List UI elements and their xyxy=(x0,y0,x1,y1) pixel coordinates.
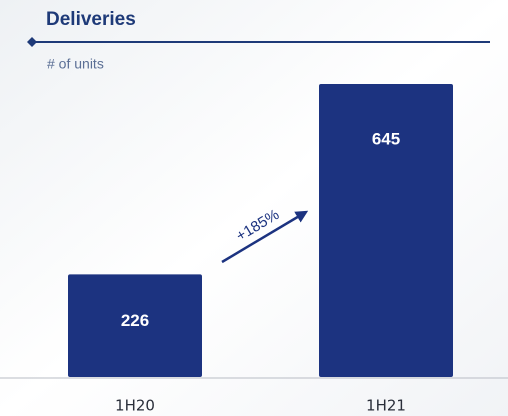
chart-title: Deliveries xyxy=(46,9,136,30)
x-tick-label: 1H21 xyxy=(366,397,406,415)
growth-arrow xyxy=(221,210,309,264)
bar xyxy=(319,84,453,377)
data-label: 226 xyxy=(121,311,149,330)
bar xyxy=(68,274,202,377)
title-diamond xyxy=(27,37,37,47)
data-label: 645 xyxy=(372,129,400,148)
chart-subtitle: # of units xyxy=(47,56,104,72)
x-tick-label: 1H20 xyxy=(115,397,155,415)
